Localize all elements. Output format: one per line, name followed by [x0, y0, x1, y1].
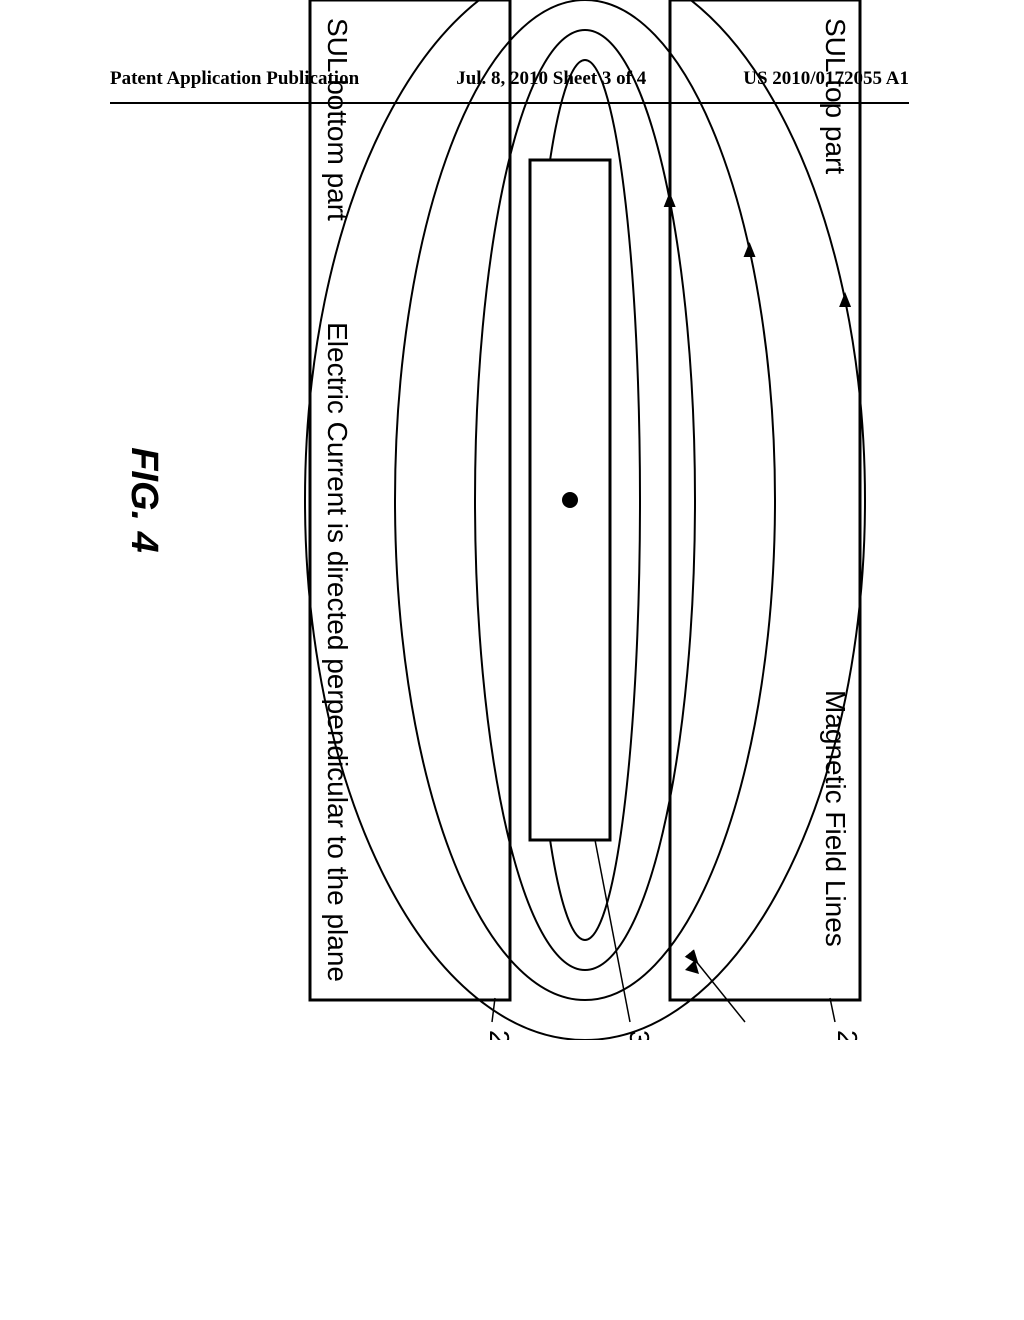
- figure-svg: SUL top part SUL bottom part Magnetic Fi…: [250, 0, 890, 1040]
- sul-top-label: SUL top part: [820, 18, 851, 174]
- magnetic-field-label: Magnetic Field Lines: [820, 690, 851, 947]
- figure-4: SUL top part SUL bottom part Magnetic Fi…: [130, 0, 890, 1040]
- current-note-label: Electric Current is directed perpendicul…: [322, 322, 353, 982]
- callout-c26: 26: [832, 1030, 863, 1040]
- callouts: 26243028: [484, 840, 863, 1040]
- page: Patent Application Publication Jul. 8, 2…: [0, 0, 1024, 1320]
- current-dot-icon: [562, 492, 578, 508]
- sul-bottom-label: SUL bottom part: [322, 18, 353, 221]
- figure-caption: FIG. 4: [122, 447, 165, 553]
- callout-c28: 28: [484, 1030, 515, 1040]
- callout-c30: 30: [624, 1030, 655, 1040]
